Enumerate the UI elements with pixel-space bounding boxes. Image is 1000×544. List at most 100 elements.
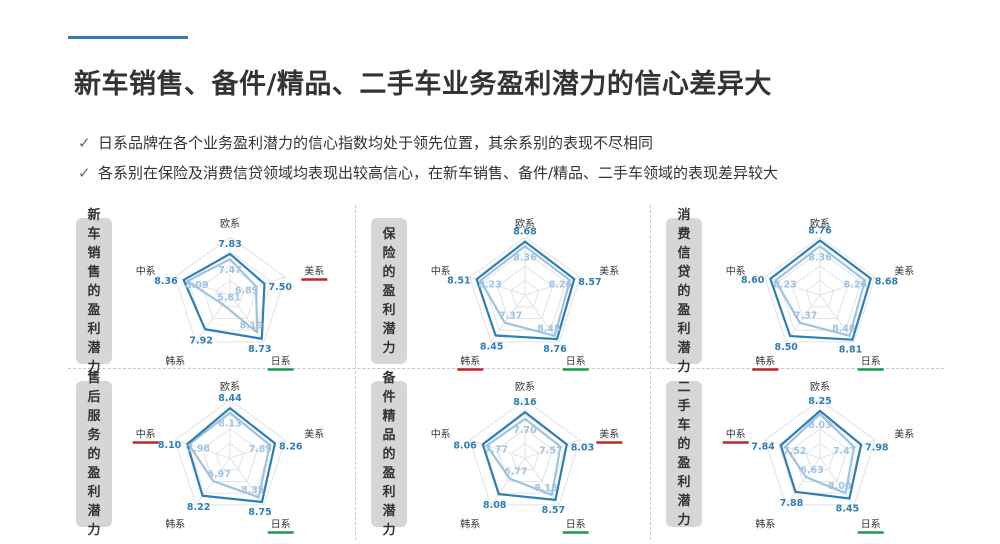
axis-label: 欧系	[220, 218, 240, 230]
value-label-inner: 8.23	[478, 280, 501, 291]
panel-title: 消费信贷的盈利潜力	[666, 208, 702, 375]
value-label-inner: 8.26	[844, 280, 868, 291]
radar-panel: 消费信贷的盈利潜力 8.76 8.68 8.81 8.50 8.60 8.36 8.26 8.4…	[658, 208, 948, 375]
panel-title: 二手车的盈利潜力	[666, 380, 702, 528]
value-label-outer: 8.57	[578, 277, 601, 288]
top-accent-rule	[68, 36, 188, 39]
value-label-outer: 8.60	[741, 275, 765, 286]
value-label-inner: 8.35	[241, 485, 264, 496]
axis-label: 韩系	[460, 355, 480, 368]
radar-panel: 备件精品的盈利潜力 8.16 8.03 8.57 8.08 8.06 7.70 7.57 8.1…	[363, 371, 653, 538]
series-polygon-inner	[784, 412, 856, 495]
series-polygon-outer	[769, 239, 872, 341]
series-polygon-inner	[485, 417, 562, 497]
axis-label: 美系	[894, 428, 914, 441]
radar-spoke	[490, 294, 526, 343]
value-label-inner: 8.36	[808, 252, 832, 263]
value-label-outer: 8.68	[513, 227, 537, 238]
panel-title: 备件精品的盈利潜力	[371, 371, 407, 538]
radar-grid-ring	[791, 265, 849, 319]
value-label-inner: 8.15	[534, 483, 557, 494]
value-label-inner: 7.47	[833, 446, 856, 457]
series-polygon-outer	[475, 240, 576, 341]
panel-title: 保险的盈利潜力	[371, 218, 407, 364]
radar-grid-ring	[778, 250, 862, 331]
radar-chart: 8.76 8.68 8.81 8.50 8.60 8.36 8.26 8.48 7.37 8.23…	[726, 218, 914, 371]
value-label-inner: 8.23	[773, 280, 796, 291]
radar-grid-ring	[469, 399, 581, 506]
radar-grid-ring	[469, 236, 581, 343]
value-label-inner: 7.77	[485, 445, 508, 456]
value-label-outer: 7.88	[780, 498, 804, 509]
value-label-outer: 7.50	[269, 282, 293, 293]
axis-label: 韩系	[755, 355, 775, 368]
radar-chart: 8.68 8.57 8.76 8.45 8.51 8.36 8.26 8.48 7.37 8.23…	[431, 218, 619, 371]
value-label-outer: 7.92	[189, 335, 212, 346]
axis-label: 欧系	[515, 218, 535, 230]
value-label-outer: 8.25	[808, 396, 831, 407]
radar-grid-ring	[510, 279, 540, 308]
radar-chart: 8.16 8.03 8.57 8.08 8.06 7.707.57 8.15 6.77 7.77…	[431, 381, 623, 534]
axis-label: 日系	[861, 519, 881, 531]
axis-label: 韩系	[460, 518, 480, 531]
value-label-inner: 8.48	[537, 324, 561, 335]
bullet-item: ✓ 各系别在保险及消费信贷领域均表现出较高信心，在新车销售、备件/精品、二手车领域…	[78, 162, 778, 183]
radar-grid-ring	[496, 265, 554, 319]
radar-spoke	[229, 294, 265, 343]
value-label-outer: 8.76	[808, 226, 832, 237]
axis-label: 中系	[431, 428, 451, 441]
value-label-outer: 8.45	[480, 342, 503, 353]
radar-spoke	[785, 457, 821, 506]
value-label-inner: 8.26	[549, 280, 573, 291]
radar-spoke	[819, 439, 876, 459]
series-polygon-inner	[774, 245, 867, 337]
axis-label: 中系	[136, 265, 156, 278]
value-label-inner: 8.19	[240, 320, 263, 331]
value-label-outer: 8.51	[447, 275, 470, 286]
axis-label: 中系	[726, 428, 746, 441]
axis-label: 欧系	[220, 381, 240, 393]
value-label-inner: 6.97	[207, 469, 230, 480]
radar-spoke	[524, 457, 560, 506]
radar-spoke	[819, 457, 855, 506]
axis-label: 韩系	[755, 518, 775, 531]
value-label-outer: 8.08	[483, 500, 507, 511]
series-polygon-outer	[186, 407, 277, 504]
radar-chart: 8.25 7.98 8.45 7.88 7.84 8.03 7.47 8.00 6.63 7.52…	[722, 381, 914, 534]
value-label-inner: 8.13	[218, 419, 241, 430]
value-label-inner: 7.37	[794, 311, 817, 322]
value-label-outer: 7.84	[751, 441, 775, 452]
check-icon: ✓	[78, 164, 91, 182]
value-label-inner: 7.37	[499, 311, 522, 322]
value-label-outer: 8.26	[279, 441, 303, 452]
radar-spoke	[764, 276, 821, 296]
radar-panel: 二手车的盈利潜力 8.25 7.98 8.45 7.88 7.84 8.03 7.47 8.00…	[658, 371, 948, 536]
radar-grid-ring	[215, 279, 245, 308]
value-label-outer: 7.98	[865, 443, 889, 454]
axis-label: 中系	[726, 265, 746, 278]
radar-spoke	[229, 276, 286, 296]
radar-chart: 8.44 8.26 8.75 8.22 8.10 8.13 7.89 8.35 6.97 7.98…	[132, 381, 324, 534]
value-label-inner: 7.57	[539, 446, 562, 457]
axis-label: 韩系	[165, 518, 185, 531]
value-label-outer: 7.83	[218, 239, 241, 250]
bullet-text: 各系别在保险及消费信贷领域均表现出较高信心，在新车销售、备件/精品、二手车领域的…	[98, 164, 779, 182]
radar-spoke	[524, 294, 560, 343]
radar-spoke	[819, 294, 855, 343]
radar-grid-ring	[805, 279, 835, 308]
axis-label: 美系	[304, 428, 324, 441]
radar-grid-ring	[805, 442, 835, 471]
value-label-outer: 8.16	[513, 397, 537, 408]
radar-spoke	[490, 457, 526, 506]
radar-spoke	[195, 294, 231, 343]
radar-grid-ring	[483, 250, 567, 331]
radar-grid-ring	[174, 399, 286, 506]
value-label-inner: 8.36	[513, 252, 537, 263]
radar-panel: 售后服务的盈利潜力 8.44 8.26 8.75 8.22 8.10 8.13 7.89 8.3…	[68, 371, 358, 538]
axis-label: 美系	[599, 428, 619, 441]
axis-label: 日系	[861, 356, 881, 368]
radar-grid-ring	[764, 236, 876, 343]
value-label-outer: 8.75	[248, 507, 271, 518]
radar-spoke	[764, 439, 821, 459]
check-icon: ✓	[78, 134, 91, 152]
